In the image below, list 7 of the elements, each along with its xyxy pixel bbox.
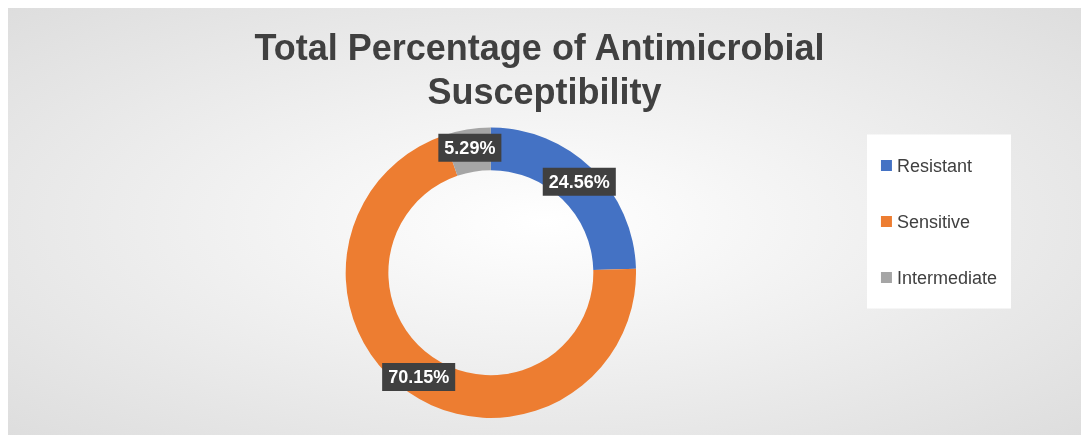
- data-label: 24.56%: [548, 171, 610, 192]
- legend-label: Intermediate: [896, 267, 998, 288]
- data-label: 5.29%: [444, 137, 496, 158]
- legend-label: Resistant: [896, 155, 972, 176]
- chart-title: Total Percentage of Antimicrobial Susceptibility: [254, 26, 835, 112]
- data-label: 70.15%: [388, 367, 450, 388]
- legend-label: Sensitive: [896, 211, 970, 232]
